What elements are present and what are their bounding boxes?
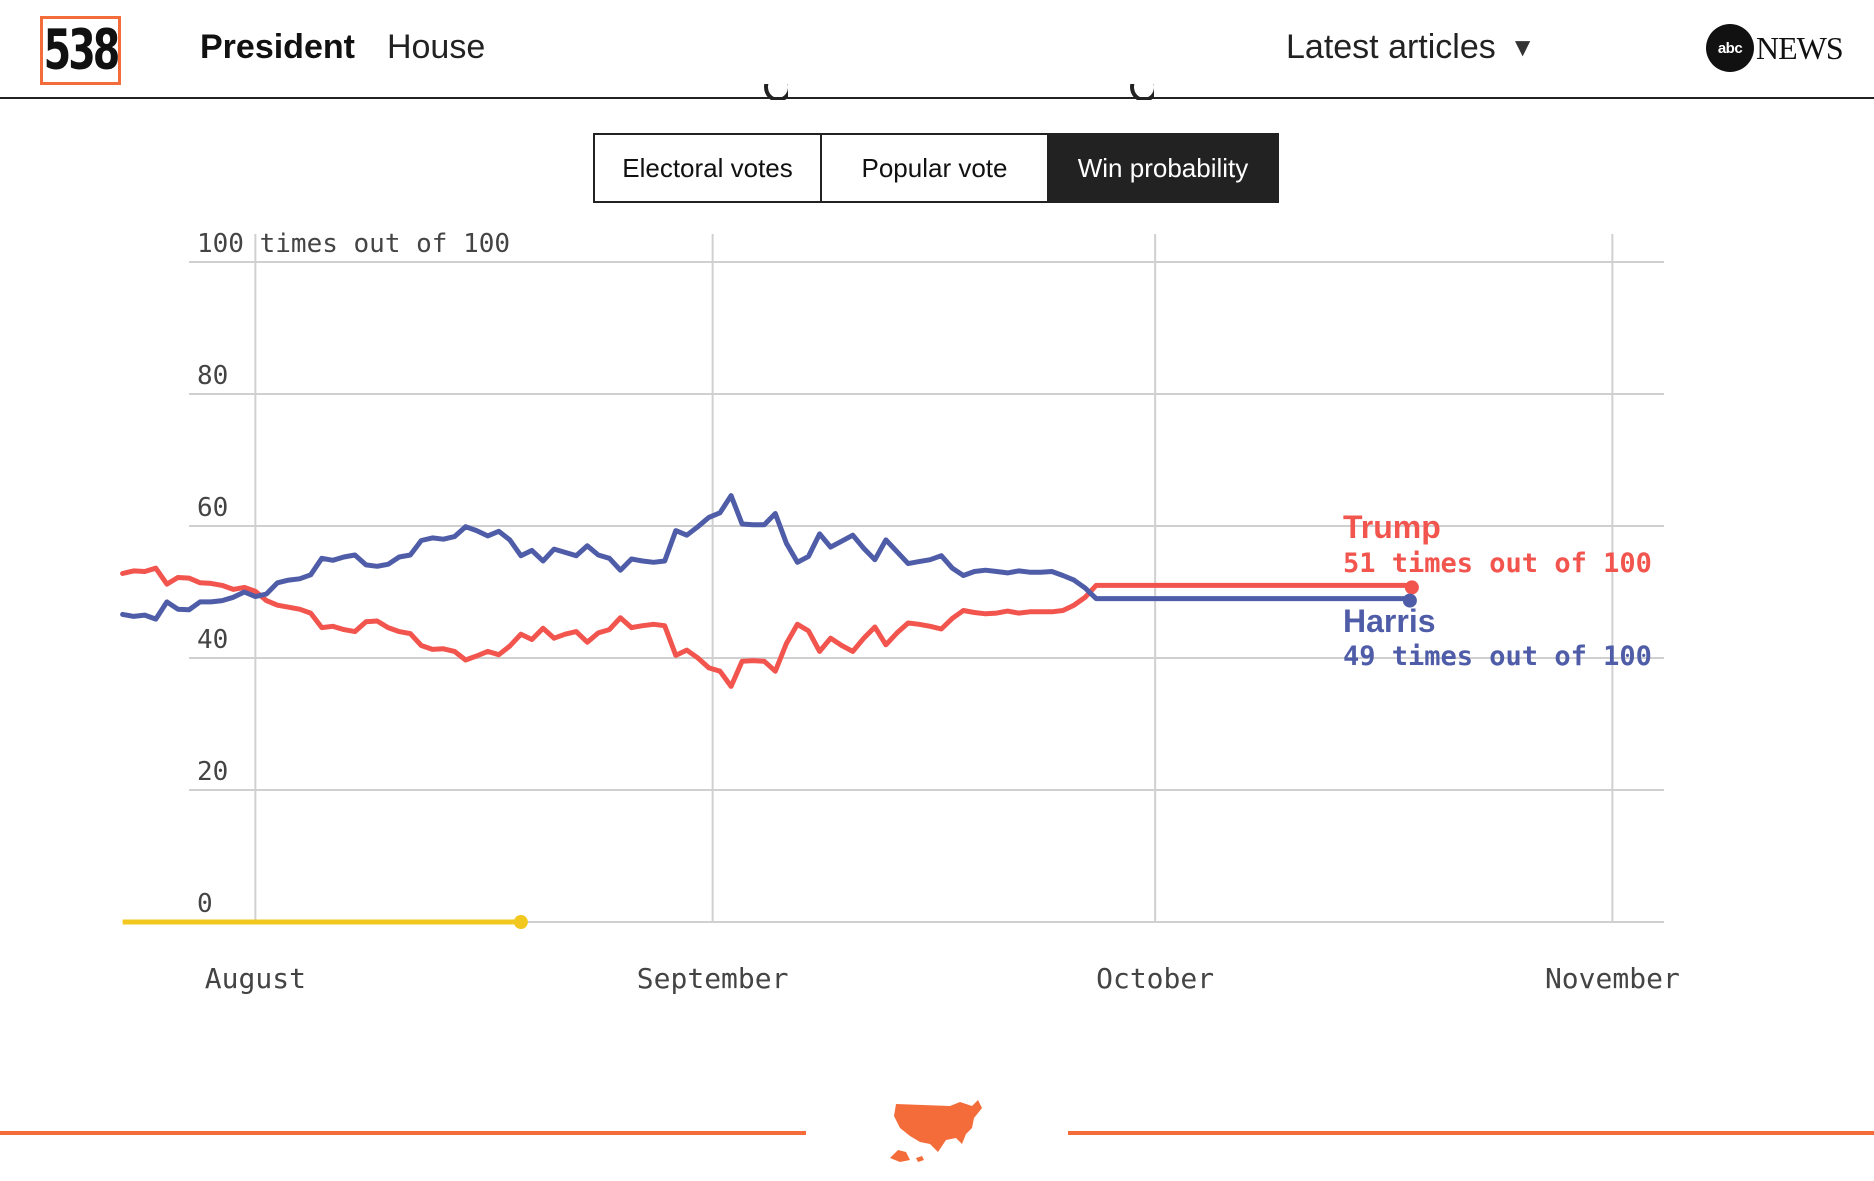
trump-end-dot — [1404, 580, 1419, 595]
x-axis-labels: August September October November — [205, 962, 1680, 995]
x-tick-label-october: October — [1096, 962, 1214, 995]
y-tick-label-20: 20 — [197, 757, 228, 787]
series-lines — [120, 493, 1419, 929]
logo-text: 538 — [43, 18, 121, 83]
x-tick-label-november: November — [1545, 962, 1680, 995]
trump-line — [120, 565, 1409, 689]
y-tick-label-60: 60 — [197, 493, 228, 523]
y-axis-labels: 0 20 40 60 80 100 times out of 100 — [197, 229, 510, 919]
y-tick-label-100: 100 times out of 100 — [197, 229, 510, 259]
trump-value-label: 51 times out of 100 — [1343, 548, 1652, 579]
clipped-subtitle-fragment — [1128, 84, 1154, 100]
site-logo[interactable]: 538 — [40, 16, 121, 85]
abc-bug: abc — [1706, 24, 1754, 72]
tab-win-probability[interactable]: Win probability — [1049, 135, 1277, 201]
caret-down-icon: ▼ — [1509, 32, 1536, 62]
harris-value-label: 49 times out of 100 — [1343, 641, 1652, 672]
y-tick-label-0: 0 — [197, 889, 213, 919]
x-gridlines — [254, 234, 1614, 922]
us-map-icon[interactable] — [890, 1098, 984, 1162]
end-labels: Trump 51 times out of 100 Harris 49 time… — [1343, 509, 1652, 672]
main-nav: President House — [200, 28, 485, 67]
tab-electoral-votes[interactable]: Electoral votes — [595, 135, 822, 201]
today-marker-dot — [513, 915, 528, 929]
y-gridlines — [189, 261, 1664, 923]
x-tick-label-august: August — [205, 962, 306, 995]
site-header: 538 President House Latest articles ▼ ab… — [0, 0, 1874, 99]
x-tick-label-september: September — [637, 962, 789, 995]
latest-articles-dropdown[interactable]: Latest articles ▼ — [1286, 28, 1536, 67]
y-tick-label-40: 40 — [197, 625, 228, 655]
footer-rule-left — [0, 1131, 806, 1135]
footer-rule-right — [1068, 1131, 1874, 1135]
latest-articles-label: Latest articles — [1286, 28, 1496, 66]
harris-line — [120, 493, 1409, 622]
nav-house[interactable]: House — [386, 28, 486, 66]
tab-popular-vote[interactable]: Popular vote — [822, 135, 1049, 201]
trump-label: Trump — [1343, 509, 1441, 545]
harris-label: Harris — [1343, 603, 1436, 639]
harris-end-dot — [1402, 593, 1417, 608]
metric-tabs: Electoral votes Popular vote Win probabi… — [593, 133, 1279, 203]
abc-news-wordmark: NEWS — [1756, 29, 1844, 66]
nav-president[interactable]: President — [200, 28, 355, 66]
abc-news-logo[interactable]: abc NEWS — [1706, 24, 1844, 72]
y-tick-label-80: 80 — [197, 361, 228, 391]
clipped-subtitle-fragment — [762, 84, 788, 100]
